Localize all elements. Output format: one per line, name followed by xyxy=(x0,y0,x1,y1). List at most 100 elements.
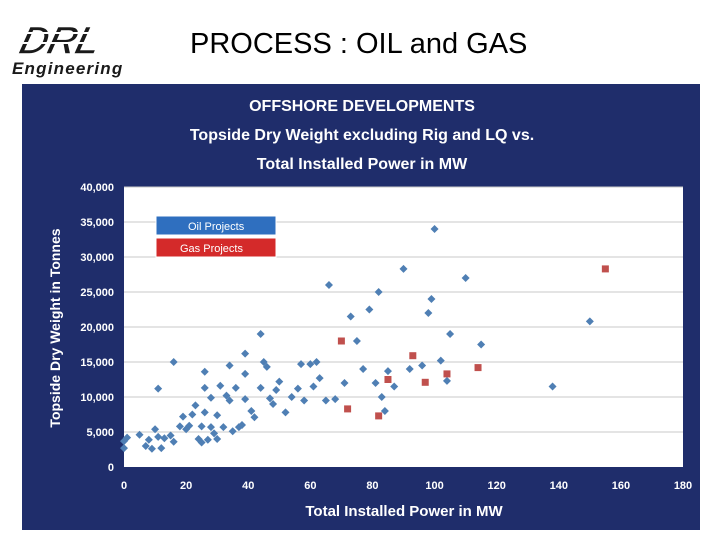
oil-project-point xyxy=(309,382,318,391)
oil-project-point xyxy=(175,422,184,431)
oil-project-point xyxy=(188,410,197,419)
oil-project-point xyxy=(200,383,209,392)
oil-project-point xyxy=(262,362,271,371)
oil-project-point xyxy=(383,367,392,376)
gas-project-point xyxy=(375,412,383,420)
gas-project-point xyxy=(337,337,345,345)
oil-project-point xyxy=(275,377,284,386)
oil-project-point xyxy=(141,442,150,450)
x-tick-label: 140 xyxy=(550,480,568,492)
oil-project-point xyxy=(203,435,212,444)
y-tick-label: 20,000 xyxy=(80,322,114,334)
y-tick-label: 5,000 xyxy=(86,427,114,439)
oil-project-point xyxy=(247,407,256,415)
y-axis-ticks: 0 5,000 10,000 15,000 20,000 25,000 30,000 35,0… xyxy=(80,182,114,474)
legend-gas-label: Gas Projects xyxy=(180,243,243,255)
oil-project-point xyxy=(405,365,414,373)
legend-gas-swatch xyxy=(155,237,277,258)
oil-project-point xyxy=(324,281,333,289)
oil-project-point xyxy=(157,444,166,453)
oil-project-point xyxy=(300,396,309,405)
y-tick-label: 40,000 xyxy=(80,182,114,194)
oil-project-point xyxy=(238,421,247,429)
oil-project-point xyxy=(222,391,231,400)
x-tick-label: 0 xyxy=(121,480,127,492)
oil-project-point xyxy=(418,361,427,370)
oil-project-point xyxy=(225,361,234,370)
y-tick-label: 15,000 xyxy=(80,357,114,369)
gas-project-point xyxy=(344,405,352,413)
oil-project-point xyxy=(293,384,302,393)
oil-project-point xyxy=(169,437,178,446)
oil-project-point xyxy=(256,383,265,392)
oil-project-point xyxy=(442,376,451,385)
x-tick-label: 120 xyxy=(487,480,505,492)
oil-project-point xyxy=(548,382,557,391)
oil-project-point xyxy=(359,365,368,373)
x-tick-label: 20 xyxy=(180,480,192,492)
oil-project-point xyxy=(331,395,340,404)
y-tick-label: 25,000 xyxy=(80,287,114,299)
gas-project-point xyxy=(474,364,482,372)
oil-project-point xyxy=(306,360,315,369)
oil-project-point xyxy=(340,379,349,387)
oil-project-point xyxy=(154,432,163,441)
oil-project-point xyxy=(191,401,200,410)
oil-project-point xyxy=(269,400,278,408)
oil-project-point xyxy=(197,422,206,431)
oil-project-point xyxy=(185,421,194,430)
chart-legend: Oil Projects Gas Projects xyxy=(155,215,277,258)
oil-project-point xyxy=(281,408,290,417)
x-tick-label: 60 xyxy=(304,480,316,492)
oil-project-point xyxy=(371,379,380,387)
logo-graphic: DRL Engineering xyxy=(12,17,127,78)
x-axis-ticks: 0 20 40 60 80 100 120 140 160 180 xyxy=(121,480,692,492)
oil-project-point xyxy=(151,425,160,434)
oil-project-point xyxy=(287,393,296,401)
gas-project-point xyxy=(421,378,429,386)
oil-project-point xyxy=(197,438,206,447)
y-axis-label: Topside Dry Weight in Tonnes xyxy=(47,228,63,427)
logo-main-text: DRL xyxy=(15,18,105,63)
oil-project-point xyxy=(120,444,128,453)
oil-project-point xyxy=(256,330,265,338)
gas-project-point xyxy=(601,265,609,273)
oil-project-point xyxy=(346,312,355,321)
oil-project-point xyxy=(446,330,455,338)
oil-project-point xyxy=(461,274,470,282)
gas-project-point xyxy=(443,370,451,378)
y-tick-label: 30,000 xyxy=(80,252,114,264)
chart-title-line-2: Topside Dry Weight excluding Rig and LQ … xyxy=(190,127,534,144)
oil-project-point xyxy=(135,430,144,439)
oil-project-point xyxy=(225,396,234,405)
oil-project-point xyxy=(352,337,361,345)
oil-project-point xyxy=(241,369,250,378)
oil-project-point xyxy=(250,413,259,422)
oil-project-point xyxy=(216,381,225,390)
oil-project-point xyxy=(390,382,399,391)
oil-project-point xyxy=(241,395,250,404)
oil-project-point xyxy=(315,374,324,383)
oil-project-point xyxy=(585,317,594,326)
oil-project-point xyxy=(365,305,374,314)
gas-project-point xyxy=(409,352,417,360)
oil-project-point xyxy=(154,384,163,393)
x-tick-label: 100 xyxy=(425,480,443,492)
oil-project-point xyxy=(160,434,169,443)
oil-project-point xyxy=(147,444,156,453)
oil-project-point xyxy=(424,309,433,317)
oil-project-point xyxy=(297,360,306,369)
oil-project-point xyxy=(241,349,250,358)
oil-project-point xyxy=(321,396,330,405)
oil-project-point xyxy=(477,340,486,349)
oil-project-point xyxy=(272,386,281,394)
oil-project-point xyxy=(228,427,237,436)
oil-project-point xyxy=(210,429,219,438)
oil-project-point xyxy=(179,412,188,421)
oil-project-point xyxy=(427,295,436,303)
oil-project-point xyxy=(166,431,175,440)
oil-project-point xyxy=(123,433,132,442)
oil-project-point xyxy=(213,435,222,443)
oil-project-point xyxy=(200,408,209,417)
oil-project-point xyxy=(200,367,209,376)
